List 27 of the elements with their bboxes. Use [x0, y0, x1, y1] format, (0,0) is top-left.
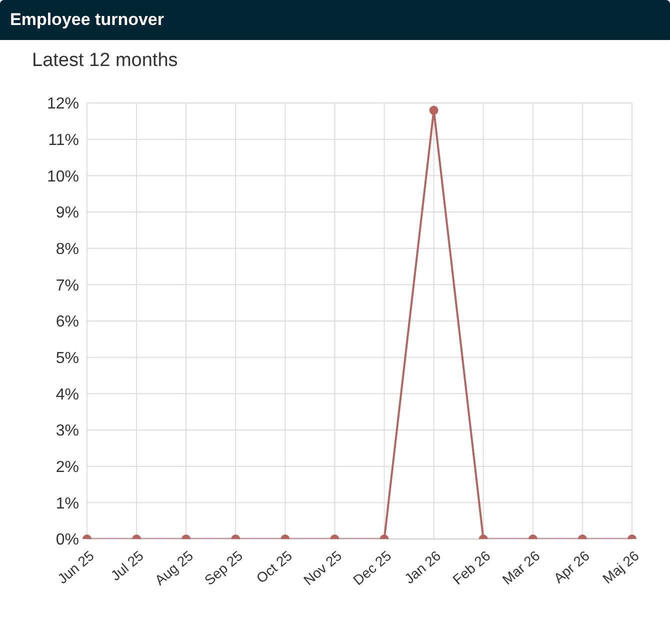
x-tick-label: Oct 25: [253, 547, 296, 586]
x-tick-label: Feb 26: [450, 547, 494, 588]
y-tick-label: 0%: [56, 532, 79, 549]
y-tick-label: 7%: [56, 277, 79, 294]
y-tick-label: 8%: [56, 241, 79, 258]
y-tick-label: 2%: [56, 459, 79, 476]
x-tick-label: Dec 25: [350, 547, 394, 588]
y-tick-label: 11%: [48, 132, 79, 150]
y-tick-label: 1%: [56, 495, 79, 512]
y-tick-label: 10%: [46, 168, 79, 186]
y-tick-label: 4%: [56, 386, 79, 404]
x-tick-label: Apr 26: [550, 547, 593, 586]
x-tick-label: Jul 25: [108, 547, 147, 584]
y-tick-label: 6%: [56, 314, 79, 331]
y-tick-label: 3%: [56, 422, 79, 440]
x-tick-label: Jun 25: [54, 547, 98, 587]
x-tick-label: Nov 25: [300, 547, 345, 588]
y-tick-label: 5%: [56, 350, 79, 368]
chart-subtitle: Latest 12 months: [32, 50, 178, 72]
x-tick-label: Mar 26: [499, 547, 543, 588]
y-tick-label: 9%: [56, 204, 79, 222]
y-tick-label: 12%: [46, 96, 79, 113]
x-tick-label: Aug 25: [152, 547, 196, 588]
chart-title: Employee turnover: [0, 0, 670, 40]
x-tick-label: Jan 26: [401, 547, 444, 587]
x-tick-label: Sep 25: [201, 547, 246, 588]
x-tick-label: Maj 26: [599, 547, 642, 587]
